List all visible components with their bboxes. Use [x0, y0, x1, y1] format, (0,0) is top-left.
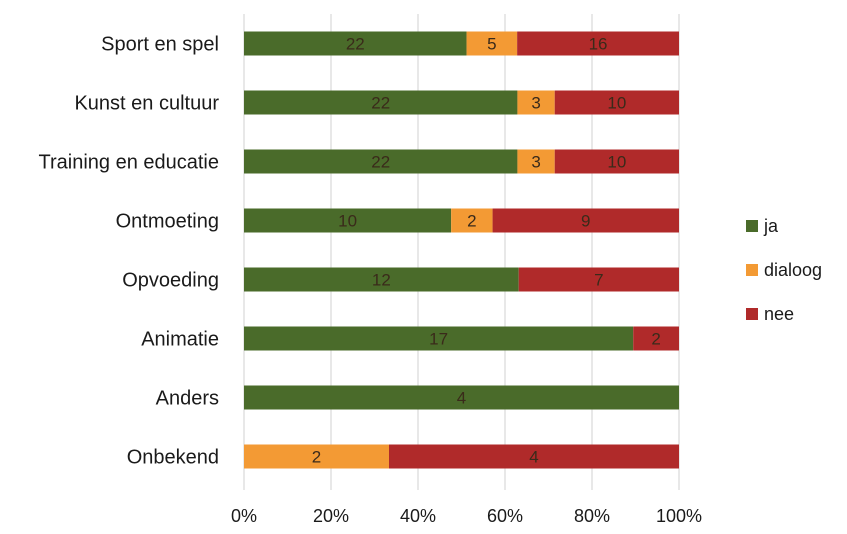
x-tick-label: 40% — [400, 506, 436, 526]
data-label: 10 — [607, 153, 626, 172]
x-tick-label: 100% — [656, 506, 702, 526]
category-label: Opvoeding — [122, 270, 219, 292]
grid-lines — [243, 14, 680, 490]
bar-segment-nee — [517, 31, 679, 56]
legend-swatch-dialoog — [746, 264, 758, 276]
legend-label: ja — [763, 216, 779, 236]
category-label: Onbekend — [127, 447, 219, 469]
data-label: 2 — [312, 448, 321, 467]
data-label: 2 — [651, 330, 660, 349]
bar-segment-nee — [554, 149, 679, 174]
bar-segment-dialoog — [517, 149, 555, 174]
category-label: Kunst en cultuur — [74, 93, 219, 115]
data-label: 12 — [372, 271, 391, 290]
bar-segment-ja — [244, 267, 519, 292]
x-tick-label: 60% — [487, 506, 523, 526]
data-label: 22 — [371, 94, 390, 113]
data-label: 3 — [531, 94, 540, 113]
bar-segment-ja — [244, 208, 452, 233]
data-label: 2 — [467, 212, 476, 231]
category-labels: Sport en spel Kunst en cultuur Training en… — [39, 34, 220, 469]
bars — [244, 31, 679, 469]
data-label: 3 — [531, 153, 540, 172]
category-label: Anders — [156, 388, 219, 410]
legend-swatch-ja — [746, 220, 758, 232]
data-label: 10 — [607, 94, 626, 113]
data-label: 17 — [429, 330, 448, 349]
legend-label: dialoog — [764, 260, 822, 280]
data-label: 7 — [594, 271, 603, 290]
bar-segment-nee — [518, 267, 679, 292]
category-label: Sport en spel — [101, 34, 219, 56]
data-label: 5 — [487, 35, 496, 54]
bar-segment-ja — [244, 31, 467, 56]
bar-segment-dialoog — [466, 31, 518, 56]
bar-segment-ja — [244, 90, 518, 115]
bar-segment-dialoog — [517, 90, 555, 115]
x-tick-label: 80% — [574, 506, 610, 526]
category-label: Ontmoeting — [116, 211, 219, 233]
x-tick-label: 20% — [313, 506, 349, 526]
bar-segment-ja — [244, 385, 679, 410]
x-tick-label: 0% — [231, 506, 257, 526]
data-label: 16 — [589, 35, 608, 54]
bar-segment-nee — [554, 90, 679, 115]
x-axis-tick-labels: 0% 20% 40% 60% 80% 100% — [231, 506, 702, 526]
data-label: 9 — [581, 212, 590, 231]
data-label: 4 — [529, 448, 538, 467]
bar-segment-ja — [244, 149, 518, 174]
bar-segment-nee — [492, 208, 679, 233]
bar-segment-nee — [633, 326, 679, 351]
bar-segment-dialoog — [244, 444, 389, 469]
category-label: Training en educatie — [39, 152, 220, 174]
category-label: Animatie — [141, 329, 219, 351]
data-label: 10 — [338, 212, 357, 231]
legend-swatch-nee — [746, 308, 758, 320]
bar-segment-dialoog — [451, 208, 493, 233]
data-label: 4 — [457, 389, 466, 408]
data-label: 22 — [346, 35, 365, 54]
legend: ja dialoog nee — [746, 216, 822, 324]
bar-segment-nee — [389, 444, 679, 469]
value-labels: 22 5 16 22 3 10 22 3 10 10 2 9 12 7 17 2 4 2 4 — [312, 35, 661, 467]
legend-label: nee — [764, 304, 794, 324]
data-label: 22 — [371, 153, 390, 172]
bar-segment-ja — [244, 326, 634, 351]
